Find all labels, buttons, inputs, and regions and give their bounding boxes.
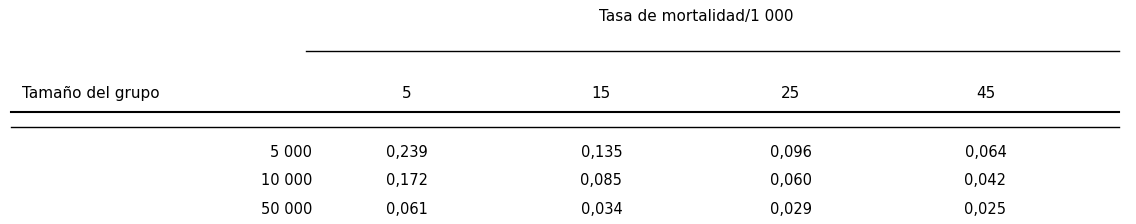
Text: 0,060: 0,060 [770,173,811,188]
Text: 0,034: 0,034 [580,202,623,217]
Text: 5 000: 5 000 [270,145,312,160]
Text: 50 000: 50 000 [260,202,312,217]
Text: 0,025: 0,025 [964,202,1006,217]
Text: 0,042: 0,042 [964,173,1006,188]
Text: 10 000: 10 000 [260,173,312,188]
Text: 25: 25 [782,86,800,101]
Text: 5: 5 [402,86,411,101]
Text: 0,085: 0,085 [580,173,623,188]
Text: 0,061: 0,061 [385,202,427,217]
Text: 15: 15 [592,86,611,101]
Text: 0,064: 0,064 [964,145,1006,160]
Text: 0,135: 0,135 [580,145,623,160]
Text: 0,029: 0,029 [770,202,811,217]
Text: 0,239: 0,239 [386,145,427,160]
Text: 45: 45 [976,86,995,101]
Text: 0,172: 0,172 [385,173,427,188]
Text: 0,096: 0,096 [770,145,811,160]
Text: Tamaño del grupo: Tamaño del grupo [23,86,160,101]
Text: Tasa de mortalidad/1 000: Tasa de mortalidad/1 000 [599,9,793,24]
